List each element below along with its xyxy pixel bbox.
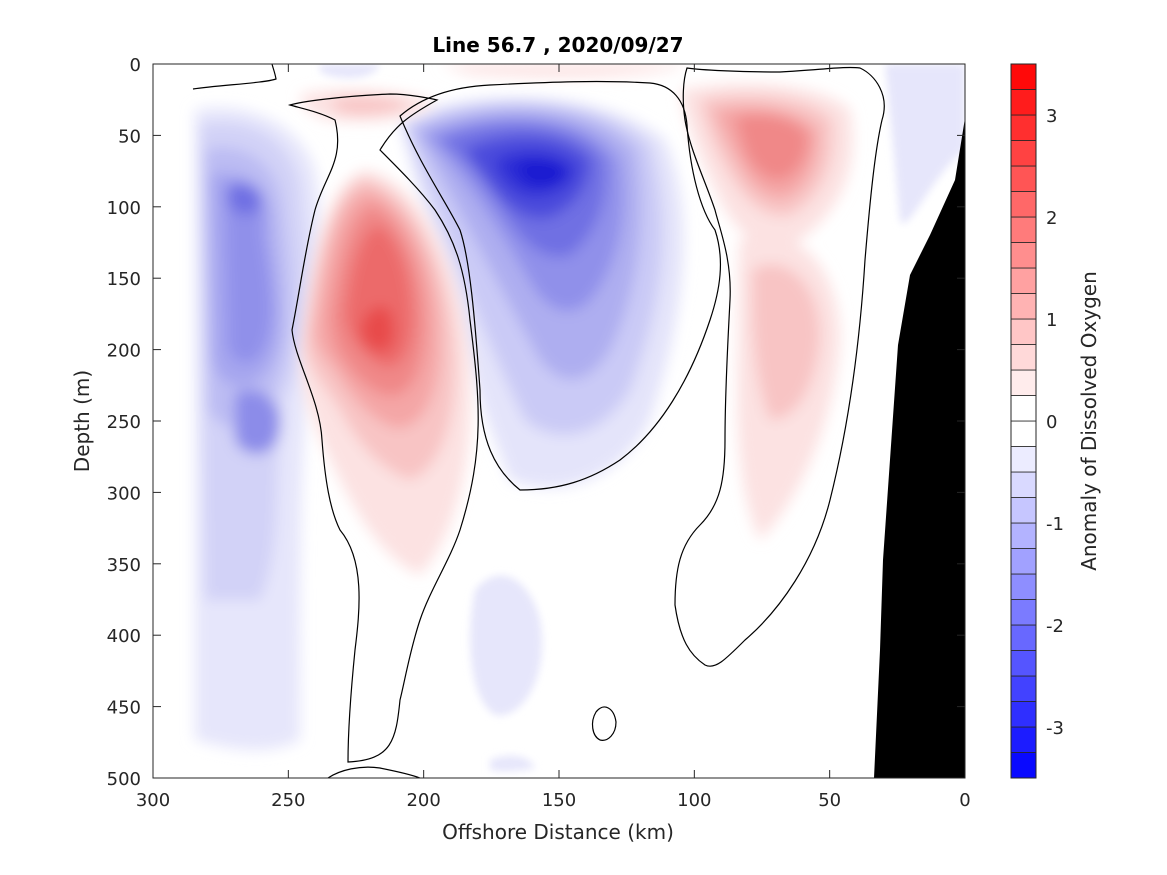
colorbar-band (1010, 548, 1037, 575)
colorbar-band (1010, 293, 1037, 320)
near-surface-negative-core (400, 97, 684, 488)
colorbar-band (1010, 573, 1037, 600)
colorbar-band (1010, 63, 1037, 90)
y-tick-label-450: 450 (107, 698, 141, 719)
y-tick-label-300: 300 (107, 483, 141, 504)
y-tick-label-0: 0 (130, 55, 141, 76)
colorbar-tick-label--1: -1 (1046, 514, 1064, 535)
colorbar-band (1010, 242, 1037, 269)
colorbar-band (1010, 395, 1037, 422)
colorbar-band (1010, 675, 1037, 702)
colorbar-band (1010, 165, 1037, 192)
axes-frame: 300 250 200 150 100 50 0 050100150200250300350… (107, 55, 971, 811)
x-axis-tick-labels: 300 250 200 150 100 50 0 (136, 790, 971, 811)
zero-contours (192, 64, 885, 778)
x-tick-label-100: 100 (677, 790, 711, 811)
zero-contour-bottom (327, 766, 421, 778)
colorbar-tick-label-2: 2 (1046, 208, 1057, 229)
colorbar-band (1010, 701, 1037, 728)
y-tick-label-200: 200 (107, 341, 141, 362)
colorbar-bands (1010, 63, 1037, 779)
x-axis-label: Offshore Distance (km) (442, 820, 674, 844)
colorbar-band (1010, 369, 1037, 396)
x-tick-label-250: 250 (271, 790, 305, 811)
colorbar-tick-label-1: 1 (1046, 310, 1057, 331)
colorbar-frame (1010, 63, 1037, 779)
colorbar-band (1010, 89, 1037, 116)
colorbar-label: Anomaly of Dissolved Oxygen (1077, 271, 1101, 571)
offshore-negative-region (195, 107, 325, 751)
y-tick-label-50: 50 (118, 126, 141, 147)
zero-contour-main (399, 80, 722, 491)
colorbar-band (1010, 267, 1037, 294)
colorbar-band (1010, 216, 1037, 243)
colorbar-band (1010, 318, 1037, 345)
x-axis-ticks (152, 64, 966, 778)
x-tick-label-50: 50 (818, 790, 841, 811)
y-tick-label-400: 400 (107, 626, 141, 647)
colorbar-band (1010, 726, 1037, 753)
colorbar-band (1010, 752, 1037, 779)
zero-contour-offshore-top (192, 64, 277, 90)
subsurface-positive-core (300, 170, 471, 575)
minor-negative-patches (320, 64, 965, 772)
y-axis-tick-labels: 0 50 100 150 200 250 300 350 400 450 500 (107, 55, 141, 790)
x-tick-label-150: 150 (542, 790, 576, 811)
zero-contour-small-loop (591, 706, 617, 741)
x-tick-label-300: 300 (136, 790, 170, 811)
colorbar-band (1010, 471, 1037, 498)
y-tick-label-100: 100 (107, 198, 141, 219)
bathymetry-seafloor (874, 118, 965, 778)
y-tick-label-150: 150 (107, 269, 141, 290)
colorbar-ticks: 3 2 1 0 -1 -2 -3 (1046, 106, 1064, 739)
chart-title: Line 56.7 , 2020/09/27 (432, 33, 683, 57)
colorbar-band (1010, 114, 1037, 141)
y-tick-label-500: 500 (107, 769, 141, 790)
y-tick-label-350: 350 (107, 555, 141, 576)
colorbar-tick-label-3: 3 (1046, 106, 1057, 127)
y-axis-ticks (153, 63, 965, 779)
y-tick-label-250: 250 (107, 412, 141, 433)
colorbar-band (1010, 624, 1037, 651)
colorbar-band (1010, 650, 1037, 677)
y-axis-label: Depth (m) (70, 370, 94, 472)
zero-contour-central (287, 93, 479, 763)
colorbar-tick-label--3: -3 (1046, 718, 1064, 739)
colorbar-band (1010, 522, 1037, 549)
zero-contour-inshore (674, 66, 885, 667)
colorbar-tick-label-0: 0 (1046, 412, 1057, 433)
colorbar: 3 2 1 0 -1 -2 -3 Anomaly of Dissolved Oxygen (1010, 63, 1101, 779)
colorbar-tick-label--2: -2 (1046, 616, 1064, 637)
colorbar-band (1010, 420, 1037, 447)
colorbar-band (1010, 446, 1037, 473)
colorbar-band (1010, 344, 1037, 371)
anomaly-field (195, 64, 965, 772)
x-tick-label-0: 0 (959, 790, 970, 811)
colorbar-band (1010, 191, 1037, 218)
colorbar-band (1010, 599, 1037, 626)
x-tick-label-200: 200 (406, 790, 440, 811)
colorbar-band (1010, 497, 1037, 524)
colorbar-band (1010, 140, 1037, 167)
